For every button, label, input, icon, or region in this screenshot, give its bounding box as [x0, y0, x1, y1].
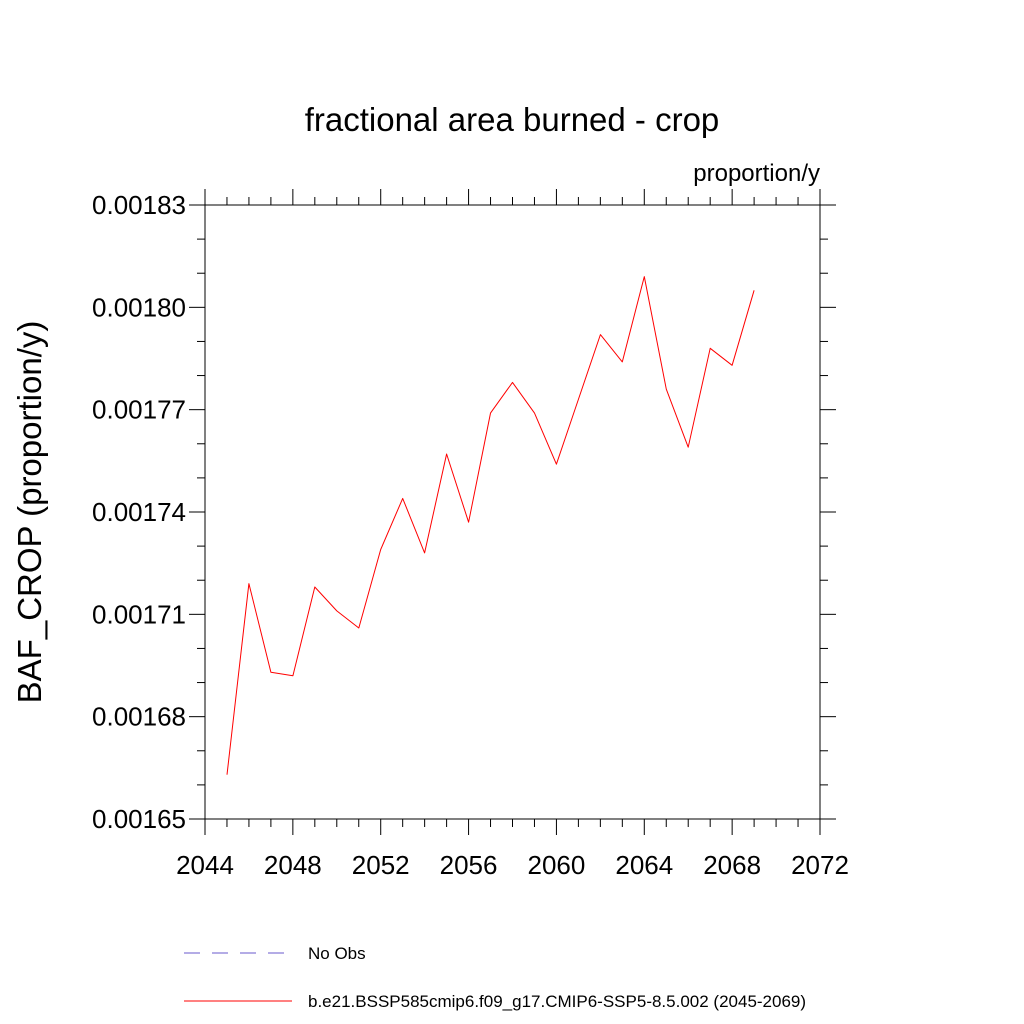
series-layer: [226, 276, 755, 775]
y-tick-label: 0.00183: [92, 190, 186, 220]
y-axis-ticks: [189, 204, 836, 820]
y-tick-label: 0.00168: [92, 702, 186, 732]
x-axis-ticks: [204, 189, 821, 835]
x-tick-label: 2052: [352, 850, 410, 880]
y-tick-label: 0.00171: [92, 599, 186, 629]
y-tick-label: 0.00165: [92, 804, 186, 834]
legend: No Obs b.e21.BSSP585cmip6.f09_g17.CMIP6-…: [184, 944, 806, 1011]
y-axis-tick-labels: 0.00165 0.00168 0.00171 0.00174 0.00177 0.001…: [92, 190, 186, 834]
x-tick-label: 2072: [791, 850, 849, 880]
series-line-0: [226, 276, 755, 775]
plot-frame: [204, 204, 821, 820]
legend-label-ssp585: b.e21.BSSP585cmip6.f09_g17.CMIP6-SSP5-8.…: [308, 992, 806, 1011]
y-tick-label: 0.00174: [92, 497, 186, 527]
units-label: proportion/y: [693, 160, 820, 187]
x-tick-label: 2060: [528, 850, 586, 880]
legend-label-no-obs: No Obs: [308, 944, 366, 963]
x-tick-label: 2056: [440, 850, 498, 880]
y-axis-label: BAF_CROP (proportion/y): [11, 321, 48, 704]
y-tick-label: 0.00177: [92, 395, 186, 425]
y-tick-label: 0.00180: [92, 292, 186, 322]
x-tick-label: 2044: [176, 850, 234, 880]
chart-title: fractional area burned - crop: [305, 101, 720, 138]
x-tick-label: 2048: [264, 850, 322, 880]
x-tick-label: 2064: [615, 850, 673, 880]
x-axis-tick-labels: 2044 2048 2052 2056 2060 2064 2068 2072: [176, 850, 849, 880]
x-tick-label: 2068: [703, 850, 761, 880]
